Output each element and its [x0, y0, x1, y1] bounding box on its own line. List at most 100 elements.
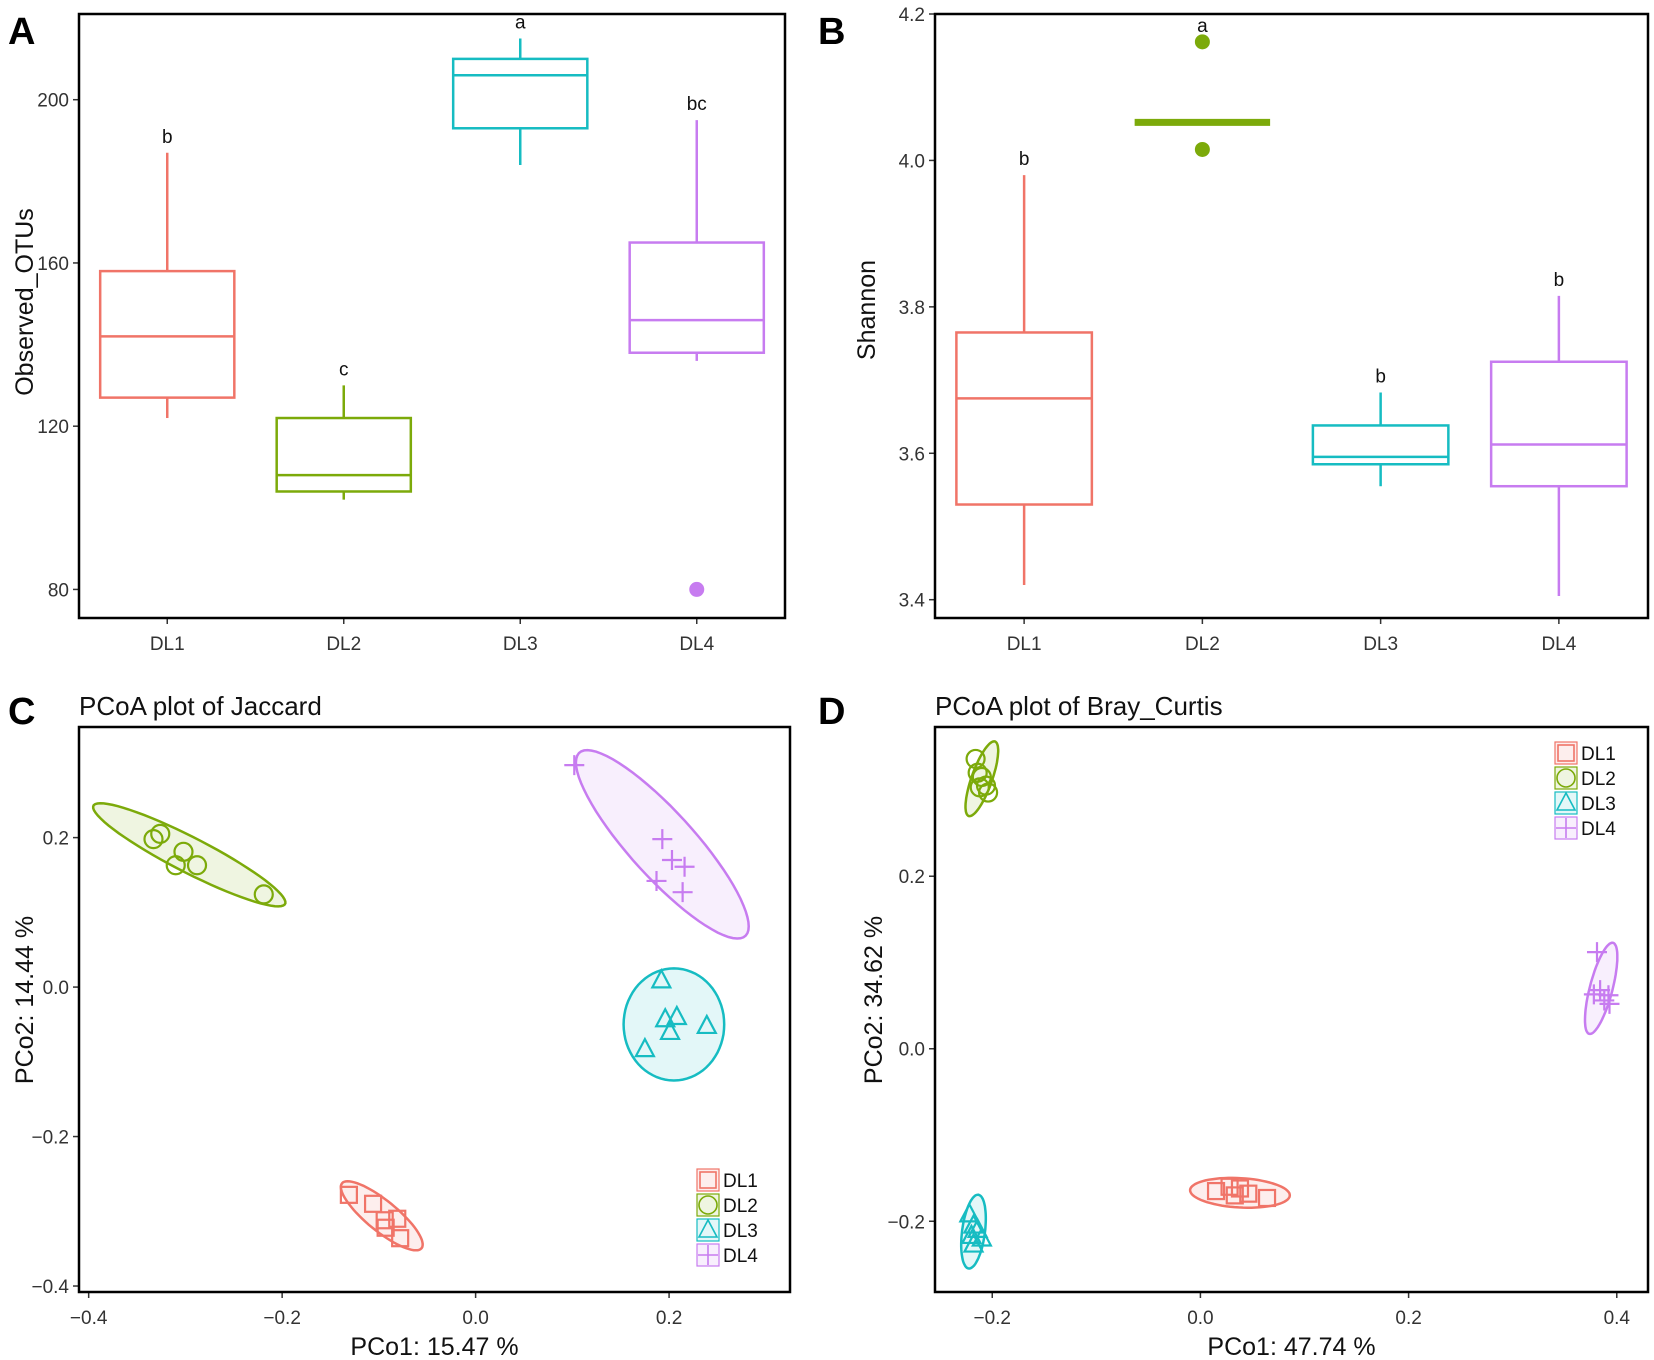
box-iqr	[1489, 360, 1628, 488]
data-point	[672, 882, 693, 903]
data-point	[376, 1218, 395, 1237]
legend-symbol	[697, 1218, 719, 1238]
legend-symbol	[698, 1245, 718, 1265]
confidence-ellipse	[339, 1180, 424, 1252]
x-tick-label: DL4	[1541, 634, 1576, 655]
y-tick-label: 4.2	[899, 5, 925, 26]
x-tick-label: DL1	[1007, 634, 1042, 655]
y-axis-title: PCo2: 34.62 %	[860, 916, 888, 1084]
data-point	[674, 856, 695, 877]
legend-key	[696, 1168, 720, 1192]
confidence-ellipse	[91, 801, 287, 908]
significance-letter: c	[339, 359, 349, 380]
legend-label: DL2	[1581, 769, 1616, 790]
x-tick-label: 0.2	[656, 1308, 682, 1329]
y-tick-label: −0.2	[887, 1212, 925, 1233]
x-axis-title: PCo1: 15.47 %	[350, 1333, 518, 1360]
data-point	[665, 1004, 688, 1026]
legend-label: DL4	[1581, 819, 1616, 840]
data-point	[165, 855, 186, 876]
y-tick-label: 160	[37, 254, 69, 275]
legend: DL1 DL2 DL3 DL4	[1554, 741, 1616, 840]
box-dl3: a	[451, 12, 589, 165]
data-point	[186, 855, 208, 876]
group-dl2	[964, 740, 1000, 818]
data-point	[646, 870, 667, 891]
y-axis-title: Shannon	[853, 260, 881, 360]
data-point	[661, 850, 682, 871]
panel-c: C −0.4 −0.2 0.0 0.2 PCoA plot of Jaccard PCo1:…	[8, 691, 792, 1360]
x-axis-title: PCo1: 47.74 %	[1207, 1333, 1375, 1360]
x-tick-label: 0.0	[1187, 1308, 1213, 1329]
x-tick-label: DL2	[326, 634, 361, 655]
x-tick-label: DL3	[503, 634, 538, 655]
data-point	[695, 1013, 718, 1035]
data-point	[634, 1036, 656, 1058]
y-tick-label: 4.0	[899, 151, 925, 172]
y-tick-label: 3.4	[899, 591, 926, 612]
x-tick-label: DL3	[1363, 634, 1398, 655]
significance-letter: a	[1197, 16, 1208, 37]
legend-label: DL1	[723, 1171, 758, 1192]
significance-letter: b	[162, 127, 173, 148]
data-point	[1594, 990, 1615, 1011]
data-point	[965, 748, 986, 770]
data-point	[960, 1223, 983, 1245]
plot-title: PCoA plot of Bray_Curtis	[935, 691, 1223, 721]
legend-symbol	[1557, 744, 1575, 762]
box-dl2: c	[275, 359, 413, 500]
data-point	[150, 823, 171, 844]
legend-label: DL2	[723, 1196, 758, 1217]
data-point	[143, 829, 164, 850]
x-tick-label: −0.2	[973, 1308, 1011, 1329]
group-dl1	[1188, 1176, 1292, 1209]
box-iqr	[628, 241, 766, 354]
outlier-point	[1194, 141, 1210, 157]
x-tick-label: DL1	[150, 634, 185, 655]
legend-symbol	[1556, 768, 1576, 788]
plot-frame	[77, 725, 792, 1294]
x-tick-label: 0.0	[462, 1308, 488, 1329]
outlier-point	[1194, 34, 1210, 50]
data-point	[363, 1194, 383, 1213]
box-dl1: b	[955, 149, 1094, 586]
panel-letter: C	[8, 691, 35, 733]
data-point	[1239, 1184, 1258, 1203]
legend-symbol	[1556, 818, 1576, 838]
legend: DL1 DL2 DL3 DL4	[696, 1168, 758, 1267]
legend-symbol	[698, 1195, 718, 1215]
x-tick-label: 0.4	[1604, 1308, 1631, 1329]
group-dl4	[564, 748, 750, 940]
box-iqr	[451, 57, 589, 130]
x-tick-label: 0.2	[1395, 1308, 1421, 1329]
legend-label: DL1	[1581, 744, 1616, 765]
group-dl2	[91, 801, 287, 908]
panel-letter: B	[818, 11, 845, 53]
y-axis-title: Observed_OTUs	[11, 208, 39, 396]
box-dl4: b	[1489, 270, 1628, 597]
plot-frame	[933, 725, 1650, 1294]
box-dl3: b	[1311, 367, 1450, 487]
legend-label: DL3	[723, 1221, 758, 1242]
data-point	[652, 829, 673, 850]
box-iqr	[275, 416, 413, 493]
data-point	[659, 1019, 681, 1041]
y-tick-label: 0.2	[43, 829, 69, 850]
plot-frame	[77, 12, 787, 620]
legend-label: DL4	[723, 1246, 758, 1267]
legend-symbol	[699, 1171, 717, 1189]
group-dl1	[339, 1180, 424, 1252]
box-iqr	[955, 331, 1094, 506]
x-tick-label: −0.4	[70, 1308, 108, 1329]
y-tick-label: 3.8	[899, 298, 925, 319]
y-tick-label: 0.2	[899, 867, 925, 888]
y-tick-label: 120	[37, 417, 69, 438]
data-point	[339, 1185, 358, 1204]
data-point	[253, 884, 274, 905]
panel-a: Ab DL1 c DL2 a DL3 bc DL4 80 120 160 200 Observed_OT…	[8, 11, 787, 655]
data-point	[1590, 980, 1611, 1001]
group-dl4	[1583, 941, 1620, 1036]
data-point	[564, 755, 585, 776]
box-iqr	[1311, 424, 1450, 466]
y-tick-label: 0.0	[43, 978, 69, 999]
